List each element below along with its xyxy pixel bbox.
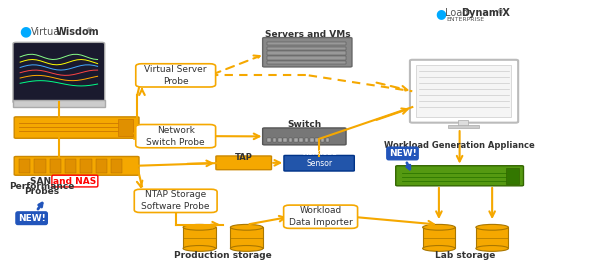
Text: Workload
Data Importer: Workload Data Importer [289, 206, 352, 227]
Bar [13, 100, 105, 107]
Bar [65, 159, 76, 173]
FancyBboxPatch shape [263, 38, 352, 67]
FancyBboxPatch shape [284, 155, 355, 171]
Text: Performance: Performance [9, 182, 74, 191]
Ellipse shape [183, 246, 215, 251]
Text: Servers and VMs: Servers and VMs [265, 30, 350, 39]
FancyBboxPatch shape [136, 124, 215, 148]
Bar [268, 42, 346, 45]
Text: NEW!: NEW! [18, 203, 46, 223]
Text: Virtual: Virtual [31, 27, 63, 37]
Bar [278, 138, 281, 142]
Text: ENTERPRISE: ENTERPRISE [446, 17, 485, 22]
Bar [422, 227, 455, 248]
Bar [183, 227, 215, 248]
Ellipse shape [422, 246, 455, 251]
Ellipse shape [230, 246, 263, 251]
Bar [268, 61, 346, 64]
Bar [448, 124, 479, 128]
Text: SAN: SAN [29, 176, 54, 186]
Text: Switch: Switch [287, 120, 322, 129]
Text: Workload Generation Appliance: Workload Generation Appliance [384, 141, 535, 150]
Bar [283, 138, 287, 142]
Bar [476, 227, 508, 248]
Bar [80, 159, 92, 173]
Bar [118, 120, 133, 136]
Ellipse shape [183, 224, 215, 230]
Bar [19, 159, 30, 173]
Text: and NAS: and NAS [53, 176, 97, 186]
Bar [111, 159, 122, 173]
FancyBboxPatch shape [396, 166, 523, 186]
Bar [268, 56, 346, 60]
Text: ®: ® [86, 28, 93, 34]
Text: Network
Switch Probe: Network Switch Probe [146, 126, 205, 147]
Text: Wisdom: Wisdom [56, 27, 99, 37]
FancyBboxPatch shape [14, 156, 139, 175]
FancyBboxPatch shape [136, 64, 215, 87]
Text: Production storage: Production storage [174, 250, 272, 260]
FancyBboxPatch shape [410, 60, 518, 123]
Bar [305, 138, 308, 142]
Text: Load: Load [445, 8, 472, 18]
FancyBboxPatch shape [14, 117, 139, 138]
Bar [320, 138, 324, 142]
Bar [506, 168, 519, 184]
Bar [315, 138, 319, 142]
Bar [96, 159, 107, 173]
Bar [458, 120, 468, 125]
Text: ®: ® [497, 10, 504, 15]
Ellipse shape [476, 246, 508, 251]
Bar [310, 138, 314, 142]
Ellipse shape [422, 224, 455, 230]
Text: NTAP Storage
Software Probe: NTAP Storage Software Probe [142, 190, 210, 211]
Text: Virtual Server
Probe: Virtual Server Probe [145, 65, 207, 86]
Bar [289, 138, 292, 142]
Bar [268, 46, 346, 50]
Bar [50, 159, 61, 173]
FancyBboxPatch shape [284, 205, 358, 228]
Ellipse shape [476, 224, 508, 230]
Bar [272, 138, 276, 142]
Bar [294, 138, 298, 142]
Text: ●: ● [436, 7, 446, 20]
Text: NEW!: NEW! [389, 149, 416, 169]
Bar [34, 159, 46, 173]
Bar [326, 138, 329, 142]
Text: ●: ● [19, 25, 31, 39]
Text: DynamiX: DynamiX [461, 8, 510, 18]
Ellipse shape [230, 224, 263, 230]
Bar [268, 138, 271, 142]
Text: Workload
Sensor: Workload Sensor [301, 148, 337, 168]
Bar [299, 138, 303, 142]
Text: TAP: TAP [235, 153, 253, 162]
Text: Lab storage: Lab storage [436, 250, 496, 260]
Bar [230, 227, 263, 248]
Bar [416, 65, 511, 117]
FancyBboxPatch shape [13, 42, 105, 103]
FancyBboxPatch shape [263, 128, 346, 145]
FancyBboxPatch shape [134, 189, 217, 213]
Text: Probes: Probes [24, 187, 59, 196]
FancyBboxPatch shape [216, 156, 272, 170]
Bar [268, 51, 346, 55]
